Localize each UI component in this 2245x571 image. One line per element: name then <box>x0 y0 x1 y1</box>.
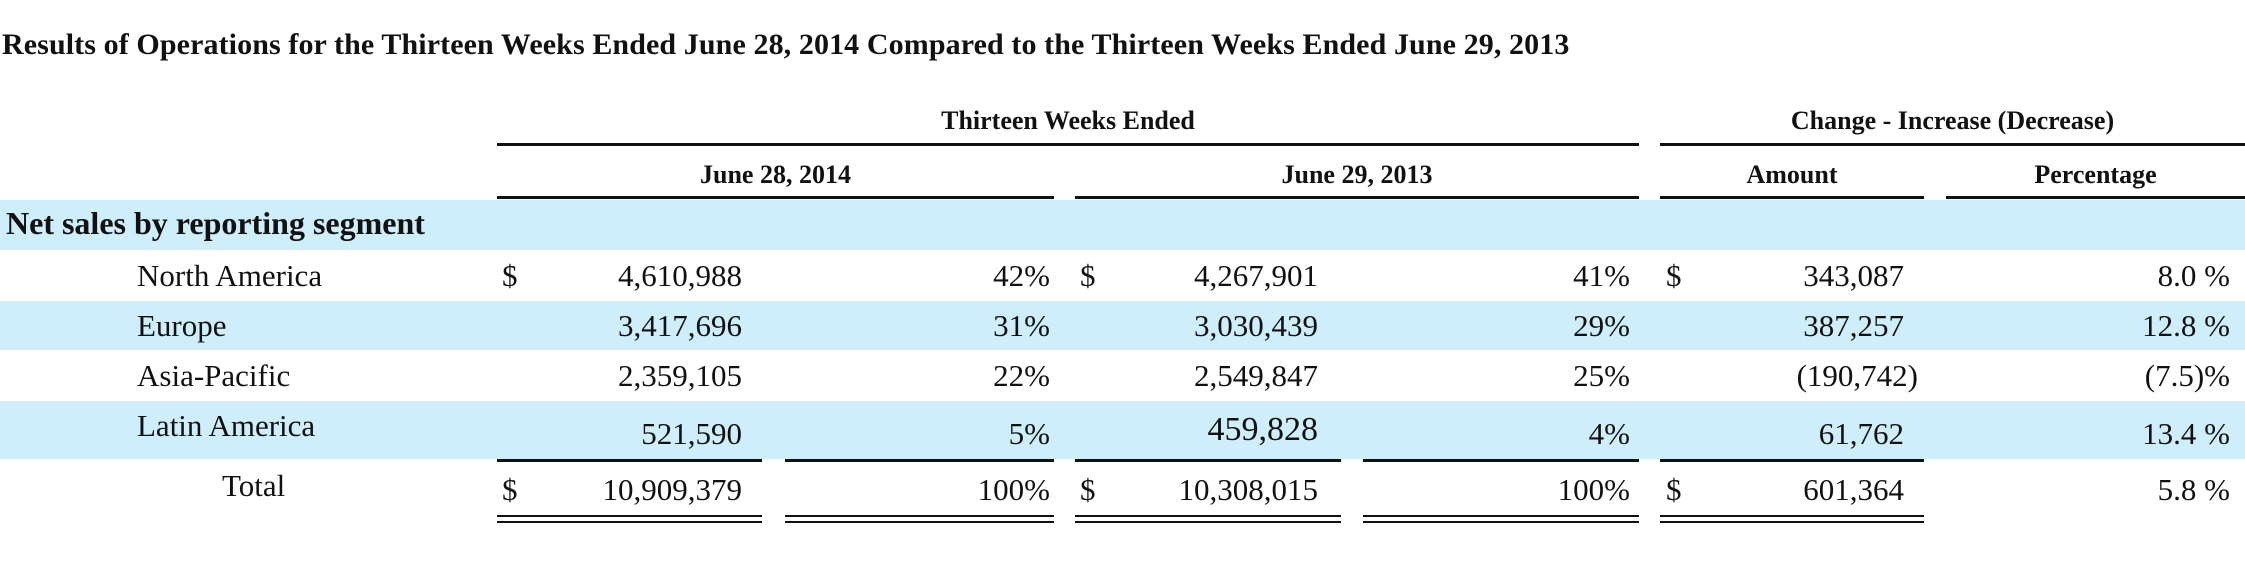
rule-change <box>1660 143 2245 146</box>
change-amount: 61,762 <box>1818 416 1904 451</box>
value-2013: 459,828 <box>1207 411 1319 448</box>
total-double-rule-2014-value <box>497 515 762 523</box>
percent-2013: 41% <box>1573 258 1630 293</box>
percent-2013: 4% <box>1588 416 1630 451</box>
total-double-rule-2013-value <box>1075 515 1341 523</box>
subtotal-rule-2014-value <box>497 459 762 462</box>
value-2013: 3,030,439 <box>1194 308 1318 343</box>
row-band-latin-america <box>0 401 2245 459</box>
section-band <box>0 200 2245 250</box>
total-percent-2014: 100% <box>977 472 1050 507</box>
percent-2013: 29% <box>1573 308 1630 343</box>
total-value-2013: 10,308,015 <box>1178 472 1319 507</box>
header-thirteen-weeks-ended: Thirteen Weeks Ended <box>941 106 1195 135</box>
total-double-rule-2014-percent <box>785 515 1054 523</box>
total-label: Total <box>222 468 286 503</box>
change-amount: (190,742) <box>1796 358 1918 393</box>
value-2014: 3,417,696 <box>618 308 742 343</box>
row-label: North America <box>137 258 323 293</box>
rule-col-percentage <box>1946 196 2245 199</box>
subtotal-rule-2013-percent <box>1363 459 1639 462</box>
value-2014: 521,590 <box>641 416 742 451</box>
value-2014: 2,359,105 <box>618 358 742 393</box>
row-label: Asia-Pacific <box>137 358 291 393</box>
subtotal-rule-amount <box>1660 459 1924 462</box>
row-label: Europe <box>137 308 227 343</box>
page-title: Results of Operations for the Thirteen W… <box>2 28 1570 61</box>
currency-symbol: $ <box>502 472 518 507</box>
row-label: Latin America <box>137 408 316 443</box>
total-percent-2013: 100% <box>1557 472 1630 507</box>
value-2013: 2,549,847 <box>1194 358 1318 393</box>
change-amount: 387,257 <box>1803 308 1904 343</box>
rule-col-amount <box>1660 196 1924 199</box>
currency-symbol: $ <box>1080 258 1096 293</box>
subtotal-rule-2013-value <box>1075 459 1341 462</box>
change-amount: 343,087 <box>1803 258 1904 293</box>
row-band-europe <box>0 301 2245 350</box>
value-2014: 4,610,988 <box>618 258 742 293</box>
total-change-percentage: 5.8 % <box>2157 472 2230 507</box>
percent-2013: 25% <box>1573 358 1630 393</box>
change-percentage: 13.4 % <box>2142 416 2230 451</box>
total-double-rule-amount <box>1660 515 1924 523</box>
value-2013: 4,267,901 <box>1194 258 1318 293</box>
rule-col-2013 <box>1075 196 1639 199</box>
currency-symbol: $ <box>1080 472 1096 507</box>
percent-2014: 31% <box>993 308 1050 343</box>
section-label: Net sales by reporting segment <box>6 205 425 241</box>
header-change: Change - Increase (Decrease) <box>1790 106 2115 135</box>
header-percentage: Percentage <box>2034 160 2157 189</box>
total-change-amount: 601,364 <box>1803 472 1904 507</box>
header-june-28-2014: June 28, 2014 <box>700 160 851 189</box>
percent-2014: 22% <box>993 358 1050 393</box>
change-percentage: (7.5)% <box>2144 358 2230 393</box>
rule-thirteen-weeks <box>497 143 1639 146</box>
currency-symbol: $ <box>1666 472 1682 507</box>
currency-symbol: $ <box>1666 258 1682 293</box>
change-percentage: 12.8 % <box>2142 308 2230 343</box>
header-june-29-2013: June 29, 2013 <box>1281 160 1433 189</box>
change-percentage: 8.0 % <box>2157 258 2230 293</box>
total-value-2014: 10,909,379 <box>602 472 743 507</box>
total-double-rule-2013-percent <box>1363 515 1639 523</box>
percent-2014: 5% <box>1008 416 1050 451</box>
currency-symbol: $ <box>502 258 518 293</box>
rule-col-2014 <box>497 196 1054 199</box>
subtotal-rule-2014-percent <box>785 459 1054 462</box>
percent-2014: 42% <box>993 258 1050 293</box>
header-amount: Amount <box>1746 160 1838 189</box>
